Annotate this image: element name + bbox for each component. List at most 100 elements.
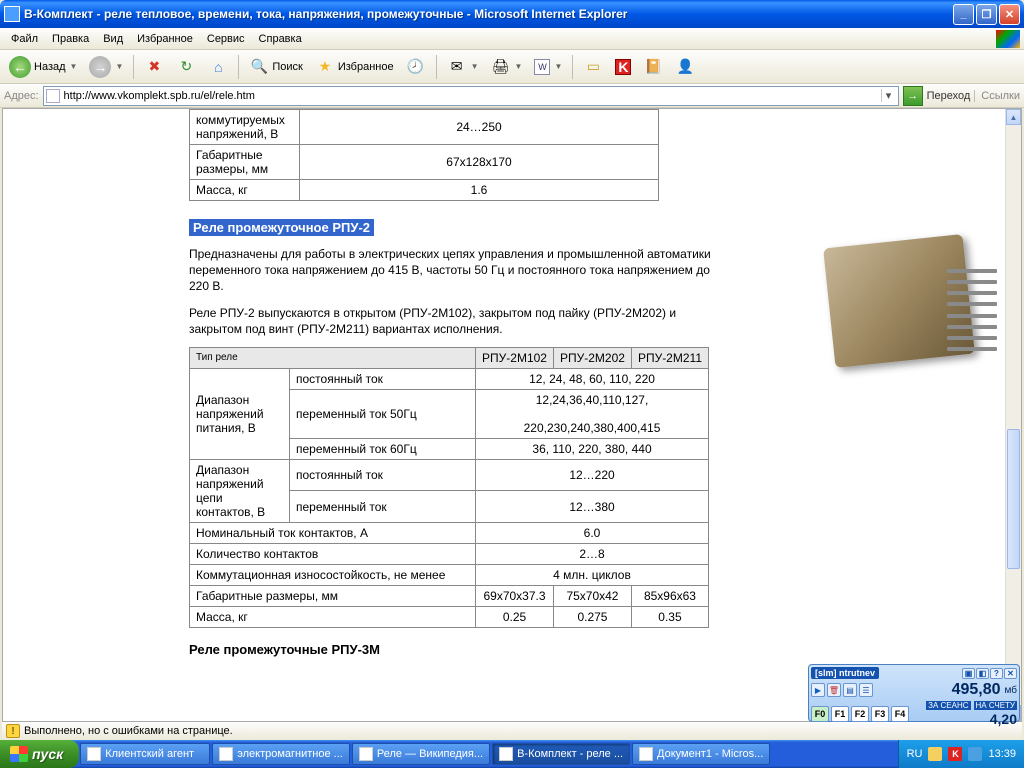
- widget-unit: мб: [1005, 685, 1018, 696]
- separator: [133, 55, 134, 79]
- table-cell: 0.35: [631, 606, 708, 627]
- windows-logo-icon: [996, 30, 1020, 48]
- traffic-widget[interactable]: [slm] ntrutnev ▣ ◧ ? ✕ ▶ 🗑 ▤ ☰ 495,80 мб…: [808, 664, 1020, 722]
- widget-btn-icon[interactable]: ▣: [962, 668, 975, 679]
- page-viewport: коммутируемых напряжений, В24…250 Габари…: [2, 108, 1022, 722]
- task-button[interactable]: электромагнитное ...: [212, 743, 350, 765]
- stop-button[interactable]: ✖: [139, 53, 169, 81]
- home-button[interactable]: ⌂: [203, 53, 233, 81]
- table-cell: 75х70х42: [553, 585, 631, 606]
- table-cell: 12…220: [476, 459, 709, 491]
- address-input[interactable]: http://www.vkomplekt.spb.ru/el/rele.htm …: [43, 86, 899, 106]
- relay-image: [809, 221, 1009, 421]
- tray-icon[interactable]: [928, 747, 942, 761]
- widget-f4[interactable]: F4: [891, 706, 909, 722]
- back-button[interactable]: ←Назад▼: [4, 53, 82, 81]
- widget-btn-icon[interactable]: ✕: [1004, 668, 1017, 679]
- section-heading: Реле промежуточное РПУ-2: [189, 219, 374, 236]
- task-button[interactable]: Реле — Википедия...: [352, 743, 490, 765]
- table-cell: 6.0: [476, 522, 709, 543]
- address-url: http://www.vkomplekt.spb.ru/el/rele.htm: [64, 90, 877, 102]
- table-header: РПУ-2М211: [631, 347, 708, 368]
- windows-flag-icon: [10, 746, 28, 762]
- status-text: Выполнено, но с ошибками на странице.: [24, 725, 233, 737]
- discuss-button[interactable]: ▭: [578, 53, 608, 81]
- system-tray: RU K 13:39: [898, 740, 1024, 768]
- widget-title: [slm] ntrutnev: [811, 667, 879, 679]
- task-button[interactable]: Клиентский агент: [80, 743, 210, 765]
- menu-view[interactable]: Вид: [96, 31, 130, 47]
- search-button[interactable]: 🔍Поиск: [244, 53, 307, 81]
- go-button[interactable]: →: [903, 86, 923, 106]
- table-cell: 2…8: [476, 543, 709, 564]
- address-dropdown-icon[interactable]: ▾: [881, 89, 896, 102]
- table-cell: Диапазон напряжений цепи контактов, В: [190, 459, 290, 522]
- window-titlebar: В-Комплект - реле тепловое, времени, ток…: [0, 0, 1024, 28]
- start-button[interactable]: пуск: [0, 740, 79, 768]
- page-content: коммутируемых напряжений, В24…250 Габари…: [3, 109, 1005, 673]
- maximize-button[interactable]: ❐: [976, 4, 997, 25]
- specs-table-2: Тип реле РПУ-2М102 РПУ-2М202 РПУ-2М211 Д…: [189, 347, 709, 628]
- menu-edit[interactable]: Правка: [45, 31, 96, 47]
- task-button[interactable]: Документ1 - Micros...: [632, 743, 770, 765]
- print-button[interactable]: 🖨▼: [486, 53, 528, 81]
- widget-play-icon[interactable]: ▶: [811, 683, 825, 697]
- separator: [238, 55, 239, 79]
- table-cell: 1.6: [300, 180, 659, 201]
- separator: [436, 55, 437, 79]
- app-icon: [639, 747, 653, 761]
- widget-balance: 4,20: [990, 711, 1017, 727]
- minimize-button[interactable]: _: [953, 4, 974, 25]
- widget-btn-icon[interactable]: ?: [990, 668, 1003, 679]
- table-cell: Масса, кг: [190, 606, 476, 627]
- table-header: Тип реле: [190, 347, 476, 368]
- kaspersky-button[interactable]: K: [610, 53, 636, 81]
- edit-button[interactable]: W▼: [529, 53, 567, 81]
- app-icon: [219, 747, 233, 761]
- history-button[interactable]: 🕗: [401, 53, 431, 81]
- address-label: Адрес:: [4, 90, 39, 102]
- table-cell: Количество контактов: [190, 543, 476, 564]
- menu-favorites[interactable]: Избранное: [130, 31, 200, 47]
- menu-help[interactable]: Справка: [252, 31, 309, 47]
- widget-doc-icon[interactable]: ▤: [843, 683, 857, 697]
- menu-tools[interactable]: Сервис: [200, 31, 252, 47]
- close-button[interactable]: ✕: [999, 4, 1020, 25]
- messenger-button[interactable]: 👤: [670, 53, 700, 81]
- task-button-active[interactable]: В-Комплект - реле ...: [492, 743, 630, 765]
- widget-f2[interactable]: F2: [851, 706, 869, 722]
- widget-btn-icon[interactable]: ◧: [976, 668, 989, 679]
- table-cell: 67х128х170: [300, 145, 659, 180]
- table-cell: Масса, кг: [190, 180, 300, 201]
- scroll-up-icon[interactable]: ▲: [1006, 109, 1021, 125]
- table-cell: переменный ток 60Гц: [290, 438, 476, 459]
- widget-graph-icon[interactable]: ☰: [859, 683, 873, 697]
- scroll-thumb[interactable]: [1007, 429, 1020, 569]
- table-cell: 12…380: [476, 491, 709, 523]
- vertical-scrollbar[interactable]: ▲ ▼: [1005, 109, 1021, 721]
- language-indicator[interactable]: RU: [907, 748, 923, 760]
- widget-trash-icon[interactable]: 🗑: [827, 683, 841, 697]
- refresh-button[interactable]: ↻: [171, 53, 201, 81]
- window-title: В-Комплект - реле тепловое, времени, ток…: [24, 7, 953, 21]
- tray-icon[interactable]: [968, 747, 982, 761]
- widget-traffic: 495,80: [952, 681, 1001, 699]
- table-cell: 0.25: [476, 606, 554, 627]
- favorites-button[interactable]: ★Избранное: [310, 53, 399, 81]
- mail-button[interactable]: ✉▼: [442, 53, 484, 81]
- widget-f0[interactable]: F0: [811, 706, 829, 722]
- forward-button[interactable]: →▼: [84, 53, 128, 81]
- table-cell: 36, 110, 220, 380, 440: [476, 438, 709, 459]
- clock[interactable]: 13:39: [988, 748, 1016, 760]
- tray-kaspersky-icon[interactable]: K: [948, 747, 962, 761]
- page-icon: [46, 89, 60, 103]
- widget-f1[interactable]: F1: [831, 706, 849, 722]
- table-cell: 0.275: [553, 606, 631, 627]
- menu-file[interactable]: Файл: [4, 31, 45, 47]
- research-button[interactable]: 📔: [638, 53, 668, 81]
- taskbar: пуск Клиентский агент электромагнитное .…: [0, 740, 1024, 768]
- app-icon: [359, 747, 373, 761]
- specs-table-1: коммутируемых напряжений, В24…250 Габари…: [189, 109, 659, 201]
- links-label[interactable]: Ссылки: [974, 90, 1020, 102]
- widget-f3[interactable]: F3: [871, 706, 889, 722]
